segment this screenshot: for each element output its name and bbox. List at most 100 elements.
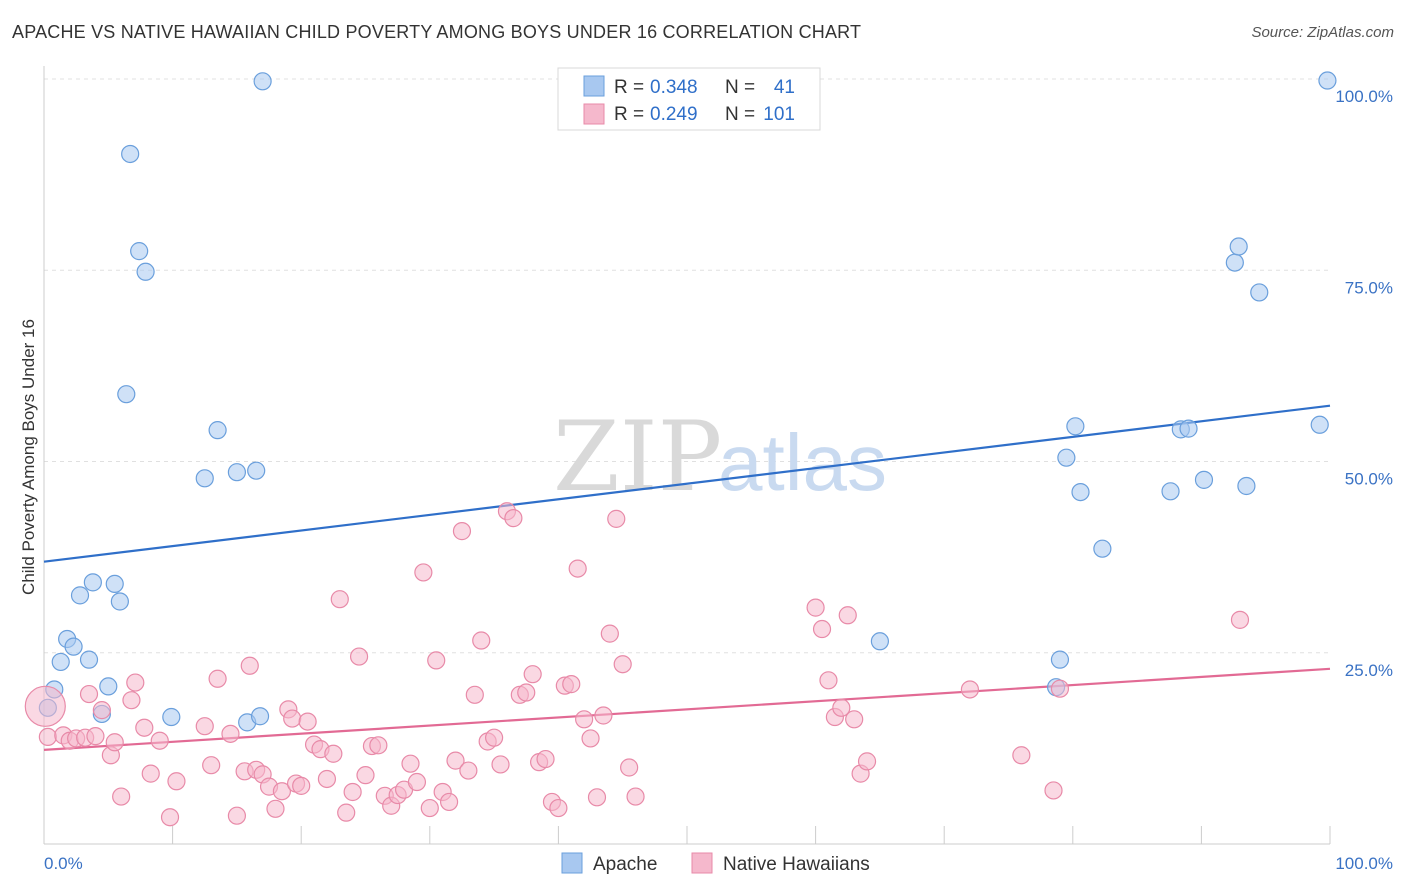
apache-point-36 [1229, 237, 1248, 256]
native-hawaiians-point-45 [369, 736, 388, 755]
native-hawaiians-point-50 [401, 754, 420, 773]
native-hawaiians-point-9 [105, 733, 124, 752]
native-hawaiians-point-98 [1050, 679, 1070, 698]
apache-point-16 [162, 707, 181, 727]
watermark-zip: ZIP [553, 401, 722, 513]
native-hawaiians-point-87 [812, 619, 832, 639]
y-tick-labels: 25.0% 50.0% 75.0% 100.0% [1335, 87, 1393, 680]
native-hawaiians-point-43 [356, 766, 375, 785]
bottom-legend-swatch-native-hawaiians [691, 852, 713, 874]
apache-point-17 [195, 469, 214, 488]
native-hawaiians-point-91 [838, 606, 857, 625]
apache-point-15 [136, 262, 155, 281]
native-hawaiians-point-33 [292, 776, 311, 795]
legend-n-value-2: 101 [763, 104, 795, 125]
native-hawaiians-point-95 [960, 680, 980, 699]
native-hawaiians-point-21 [221, 724, 240, 743]
native-hawaiians-point-15 [150, 731, 169, 750]
trend-lines [43, 404, 1331, 752]
apache-point-19 [227, 463, 246, 482]
y-tick-label-3: 100.0% [1335, 87, 1393, 106]
apache-point-7 [83, 573, 102, 592]
native-hawaiians-point-57 [446, 751, 465, 770]
apache-point-2 [51, 652, 70, 672]
native-hawaiians-point-42 [349, 647, 369, 666]
native-hawaiians-point-99 [1230, 610, 1250, 629]
native-hawaiians-point-54 [427, 651, 446, 670]
apache-trend-line [43, 404, 1331, 563]
native-hawaiians-point-78 [581, 729, 600, 748]
native-hawaiians-point-41 [343, 782, 362, 802]
chart-source: Source: ZipAtlas.com [1251, 24, 1394, 41]
legend-n-label-2: N = [725, 104, 755, 125]
native-hawaiians-point-34 [298, 712, 317, 731]
apache-point-23 [253, 72, 272, 91]
native-hawaiians-point-22 [227, 806, 246, 825]
native-hawaiians-point-60 [465, 685, 484, 704]
native-hawaiians-point-38 [324, 744, 343, 763]
apache-point-38 [1250, 283, 1269, 302]
x-tick-label-0: 0.0% [44, 854, 83, 873]
y-tick-label-0: 25.0% [1345, 661, 1393, 680]
native-hawaiians-point-18 [195, 717, 214, 736]
native-hawaiians-point-80 [594, 706, 613, 725]
apache-point-12 [117, 385, 136, 404]
native-hawaiians-point-100 [24, 685, 66, 727]
native-hawaiians-point-10 [112, 787, 131, 806]
apache-point-9 [99, 677, 118, 696]
native-hawaiians-point-16 [160, 808, 180, 827]
legend-r-label-1: R = [614, 77, 644, 98]
native-hawaiians-point-84 [620, 758, 639, 777]
legend-swatch-native-hawaiians [583, 103, 605, 125]
apache-point-24 [870, 632, 890, 651]
native-hawaiians-point-64 [491, 755, 510, 774]
apache-point-14 [130, 242, 149, 261]
apache-point-31 [1161, 482, 1180, 501]
apache-point-39 [1310, 415, 1329, 434]
native-hawaiians-point-28 [266, 799, 285, 818]
native-hawaiians-point-14 [141, 764, 160, 783]
native-hawaiians-point-92 [845, 710, 864, 729]
grid-lines [44, 78, 1330, 654]
native-hawaiians-trend-line [43, 667, 1331, 752]
native-hawaiians-point-37 [317, 769, 337, 789]
apache-point-27 [1057, 448, 1076, 467]
native-hawaiians-point-51 [407, 772, 427, 792]
native-hawaiians-point-76 [568, 559, 587, 578]
apache-point-22 [250, 707, 270, 726]
native-hawaiians-point-56 [439, 792, 459, 812]
apache-point-28 [1066, 417, 1085, 436]
native-hawaiians-point-68 [517, 683, 536, 702]
native-hawaiians-point-85 [626, 787, 645, 806]
native-hawaiians-point-39 [330, 590, 349, 609]
native-hawaiians-point-31 [283, 709, 302, 728]
legend-n-label-1: N = [725, 77, 755, 98]
apache-point-29 [1071, 483, 1090, 502]
legend-r-value-2: 0.249 [650, 104, 698, 125]
native-hawaiians-point-7 [92, 701, 111, 720]
native-hawaiians-point-69 [523, 665, 542, 684]
bottom-legend-swatch-apache [561, 852, 583, 874]
chart-title: APACHE VS NATIVE HAWAIIAN CHILD POVERTY … [12, 22, 862, 42]
native-hawaiians-point-82 [607, 509, 626, 528]
native-hawaiians-point-61 [472, 631, 491, 650]
apache-point-4 [64, 637, 83, 656]
bottom-legend: Apache Native Hawaiians [561, 852, 870, 875]
native-hawaiians-point-83 [613, 655, 632, 674]
apache-point-6 [79, 650, 99, 669]
legend-box: R = 0.348 N = 41 R = 0.249 N = 101 [557, 67, 821, 131]
legend-swatch-apache [583, 75, 605, 97]
native-hawaiians-point-59 [459, 761, 478, 780]
native-hawaiians-point-11 [122, 691, 141, 710]
native-hawaiians-point-79 [587, 788, 607, 807]
apache-point-11 [110, 592, 129, 611]
native-hawaiians-point-6 [86, 727, 105, 746]
native-hawaiians-point-53 [420, 798, 439, 818]
native-hawaiians-point-24 [240, 656, 259, 675]
apache-point-18 [208, 421, 227, 440]
apache-point-37 [1237, 476, 1256, 496]
native-hawaiians-point-88 [819, 671, 838, 690]
apache-point-30 [1093, 539, 1112, 558]
apache-point-10 [105, 574, 124, 594]
